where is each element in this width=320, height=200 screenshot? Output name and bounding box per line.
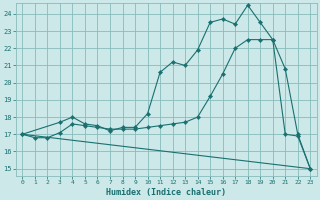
X-axis label: Humidex (Indice chaleur): Humidex (Indice chaleur) [106,188,226,197]
